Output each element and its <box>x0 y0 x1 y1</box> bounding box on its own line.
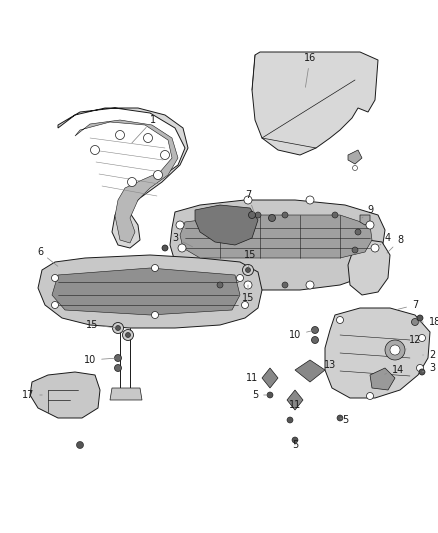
Circle shape <box>114 354 121 361</box>
Text: 5: 5 <box>340 415 348 425</box>
Text: 2: 2 <box>423 350 435 360</box>
Circle shape <box>353 166 357 171</box>
Circle shape <box>77 441 84 448</box>
Circle shape <box>267 392 273 398</box>
Circle shape <box>332 212 338 218</box>
Circle shape <box>246 268 251 272</box>
Text: 10: 10 <box>84 355 115 365</box>
Circle shape <box>366 221 374 229</box>
Polygon shape <box>195 205 258 245</box>
Text: 15: 15 <box>86 320 115 330</box>
Text: 15: 15 <box>242 285 254 303</box>
Polygon shape <box>170 200 385 290</box>
Text: 4: 4 <box>380 233 391 245</box>
Circle shape <box>355 229 361 235</box>
Circle shape <box>52 274 59 281</box>
Polygon shape <box>360 215 370 225</box>
Text: 3: 3 <box>172 233 193 247</box>
Polygon shape <box>370 368 395 390</box>
Polygon shape <box>30 372 100 418</box>
Circle shape <box>217 282 223 288</box>
Circle shape <box>52 302 59 309</box>
Circle shape <box>311 336 318 343</box>
Text: 6: 6 <box>37 247 58 266</box>
Circle shape <box>282 212 288 218</box>
Polygon shape <box>325 308 430 398</box>
Circle shape <box>116 326 120 330</box>
Text: 10: 10 <box>289 330 312 340</box>
Polygon shape <box>348 150 362 164</box>
Text: 11: 11 <box>246 373 267 383</box>
Circle shape <box>244 281 252 289</box>
Text: 11: 11 <box>289 400 301 410</box>
Circle shape <box>292 437 298 443</box>
Circle shape <box>127 177 137 187</box>
Text: 14: 14 <box>385 365 404 375</box>
Circle shape <box>385 340 405 360</box>
Circle shape <box>178 244 186 252</box>
Text: 5: 5 <box>292 440 298 450</box>
Circle shape <box>306 196 314 204</box>
Polygon shape <box>287 390 303 410</box>
Polygon shape <box>52 268 240 315</box>
Circle shape <box>116 131 124 140</box>
Text: 7: 7 <box>245 190 254 212</box>
Circle shape <box>255 212 261 218</box>
Text: 18: 18 <box>418 317 438 327</box>
Circle shape <box>160 150 170 159</box>
Circle shape <box>153 171 162 180</box>
Polygon shape <box>262 368 278 388</box>
Circle shape <box>241 302 248 309</box>
Polygon shape <box>295 360 325 382</box>
Text: 13: 13 <box>313 360 336 370</box>
Text: 7: 7 <box>398 300 418 310</box>
Circle shape <box>113 322 124 334</box>
Circle shape <box>311 327 318 334</box>
Circle shape <box>287 417 293 423</box>
Text: 12: 12 <box>405 335 421 350</box>
Circle shape <box>337 415 343 421</box>
Circle shape <box>114 365 121 372</box>
Text: 9: 9 <box>362 205 373 218</box>
Circle shape <box>390 345 400 355</box>
Polygon shape <box>110 388 142 400</box>
Circle shape <box>244 196 252 204</box>
Polygon shape <box>348 240 390 295</box>
Circle shape <box>336 317 343 324</box>
Circle shape <box>144 133 152 142</box>
Text: 8: 8 <box>387 235 403 253</box>
Circle shape <box>417 315 423 321</box>
Circle shape <box>352 247 358 253</box>
Text: 17: 17 <box>22 390 42 400</box>
Circle shape <box>306 281 314 289</box>
Circle shape <box>123 329 134 341</box>
Circle shape <box>418 335 425 342</box>
Circle shape <box>367 392 374 400</box>
Text: 15: 15 <box>244 250 256 267</box>
Polygon shape <box>75 120 178 243</box>
Circle shape <box>417 365 424 372</box>
Polygon shape <box>252 52 378 155</box>
Circle shape <box>152 264 159 271</box>
Circle shape <box>248 212 255 219</box>
Text: 3: 3 <box>422 363 435 373</box>
Circle shape <box>282 282 288 288</box>
Polygon shape <box>180 215 372 258</box>
Circle shape <box>126 333 131 337</box>
Text: 16: 16 <box>304 53 316 87</box>
Circle shape <box>162 245 168 251</box>
Text: 1: 1 <box>132 115 156 143</box>
Circle shape <box>243 264 254 276</box>
Circle shape <box>371 244 379 252</box>
Circle shape <box>419 369 425 375</box>
Text: 5: 5 <box>252 390 267 400</box>
Circle shape <box>268 214 276 222</box>
Circle shape <box>91 146 99 155</box>
Circle shape <box>152 311 159 319</box>
Polygon shape <box>38 255 262 328</box>
Circle shape <box>411 319 418 326</box>
Circle shape <box>237 274 244 281</box>
Circle shape <box>176 221 184 229</box>
Polygon shape <box>58 108 188 248</box>
